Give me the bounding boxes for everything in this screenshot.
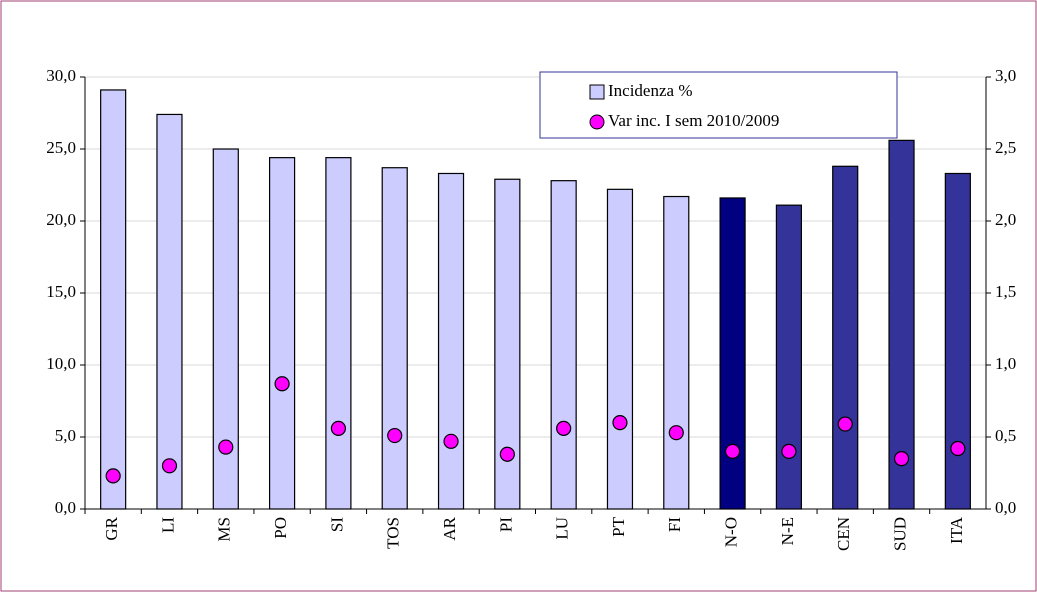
dot xyxy=(218,439,234,455)
dot xyxy=(443,433,459,449)
bar xyxy=(437,172,465,510)
legend-swatch xyxy=(589,114,605,130)
bar xyxy=(212,148,239,510)
dot xyxy=(668,425,684,441)
bar xyxy=(550,180,577,510)
y2-tick-label: 1,0 xyxy=(995,354,1016,373)
y2-tick-label: 2,0 xyxy=(995,210,1016,229)
bar xyxy=(888,139,915,510)
x-tick-label: SUD xyxy=(890,517,909,551)
bar xyxy=(268,157,296,510)
y-tick-label: 20,0 xyxy=(46,210,76,229)
y-tick-label: 10,0 xyxy=(46,354,76,373)
dot xyxy=(161,458,178,474)
bar xyxy=(719,197,746,510)
y-tick-label: 0,0 xyxy=(55,498,76,517)
y-tick-label: 30,0 xyxy=(46,66,76,85)
dot xyxy=(387,427,403,444)
legend-swatch xyxy=(589,84,605,100)
x-tick-label: SI xyxy=(327,517,346,532)
bar xyxy=(775,204,803,510)
x-tick-label: ITA xyxy=(947,516,966,544)
x-tick-label: MS xyxy=(215,517,234,542)
legend-label: Var inc. I sem 2010/2009 xyxy=(608,111,779,130)
legend-label: Incidenza % xyxy=(608,81,692,100)
dot xyxy=(274,376,290,392)
dot xyxy=(724,443,741,459)
y2-tick-label: 2,5 xyxy=(995,138,1016,157)
x-tick-label: LI xyxy=(158,517,177,533)
dot xyxy=(612,415,628,431)
x-tick-label: FI xyxy=(665,517,684,532)
dot xyxy=(893,451,910,467)
bar xyxy=(156,113,183,510)
x-tick-label: LU xyxy=(553,517,572,540)
x-tick-label: CEN xyxy=(834,517,853,551)
dot xyxy=(781,443,797,459)
x-tick-label: GR xyxy=(102,516,121,540)
bar xyxy=(832,165,859,510)
y2-tick-label: 3,0 xyxy=(995,66,1016,85)
bar xyxy=(606,188,634,510)
x-tick-label: AR xyxy=(440,516,459,540)
x-tick-label: N-O xyxy=(722,517,741,547)
y-tick-label: 5,0 xyxy=(55,426,76,445)
bar xyxy=(944,172,971,510)
x-tick-label: PI xyxy=(496,517,515,532)
dot xyxy=(499,446,515,462)
x-tick-label: PT xyxy=(609,516,628,536)
dot xyxy=(105,468,121,484)
x-tick-label: TOS xyxy=(384,517,403,549)
y2-tick-label: 0,0 xyxy=(995,498,1016,517)
dot xyxy=(330,420,347,436)
dot xyxy=(950,440,966,457)
bar xyxy=(381,167,408,510)
y2-tick-label: 1,5 xyxy=(995,282,1016,301)
y-tick-label: 15,0 xyxy=(46,282,76,301)
x-tick-label: PO xyxy=(271,517,290,539)
bar xyxy=(325,157,352,510)
dot xyxy=(837,416,853,432)
y2-tick-label: 0,5 xyxy=(995,426,1016,445)
bar xyxy=(100,89,127,510)
dot xyxy=(556,420,572,436)
bar xyxy=(663,195,690,510)
y-tick-label: 25,0 xyxy=(46,138,76,157)
x-tick-label: N-E xyxy=(778,517,797,545)
